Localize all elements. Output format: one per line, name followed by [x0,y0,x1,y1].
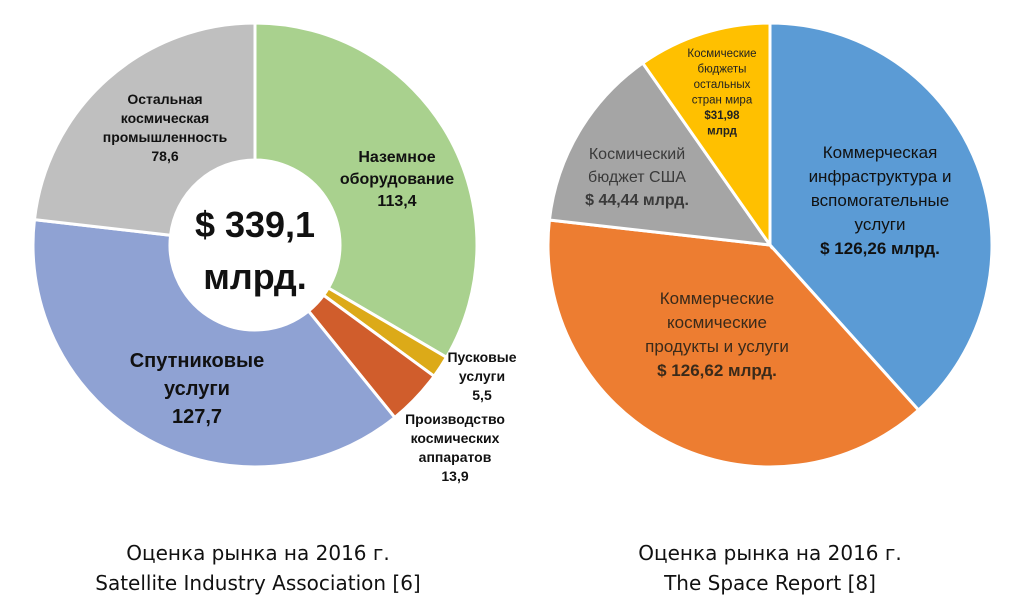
pie-slice-commercial_infra [768,21,994,413]
donut-slice-rest [32,21,257,237]
donut-label-launch: Пусковые услуги 5,5 [447,349,516,403]
donut-label-manufacturing: Производство космических аппаратов 13,9 [405,411,505,484]
donut-label-satellite: Спутниковые услуги 127,7 [130,350,265,428]
donut-center-total: $ 339,1 млрд. [195,204,315,297]
pie-label-other_budgets: Космические бюджеты остальных стран мира $31… [687,48,756,138]
pie-caption: Оценка рынка на 2016 г. The Space Report … [638,541,902,595]
donut-label-rest: Остальная космическая промышленность 78,6 [103,91,228,164]
donut-caption: Оценка рынка на 2016 г. Satellite Industr… [95,541,420,595]
donut-label-ground: Наземное оборудование 113,4 [340,149,454,210]
pie-label-us_budget: Космический бюджет США $ 44,44 млрд. [585,146,689,209]
pie-slice-other_budgets [640,21,772,250]
pie-slice-us_budget [547,60,774,247]
pie-label-commercial_products: Коммерческие космические продукты и услуги… [645,289,789,380]
pie-slice-commercial_products [546,218,921,469]
donut-chart-sia: Наземное оборудование 113,4 Пусковые услуги 5… [31,21,517,484]
donut-slice-satellite [31,217,397,469]
pie-chart-space-report: Коммерческая инфраструктура и вспомогатель… [546,21,994,469]
donut-slice-ground [253,21,479,360]
chart-captions: Оценка рынка на 2016 г. Satellite Industr… [95,541,901,595]
pie-label-commercial_infra: Коммерческая инфраструктура и вспомогатель… [809,143,952,258]
